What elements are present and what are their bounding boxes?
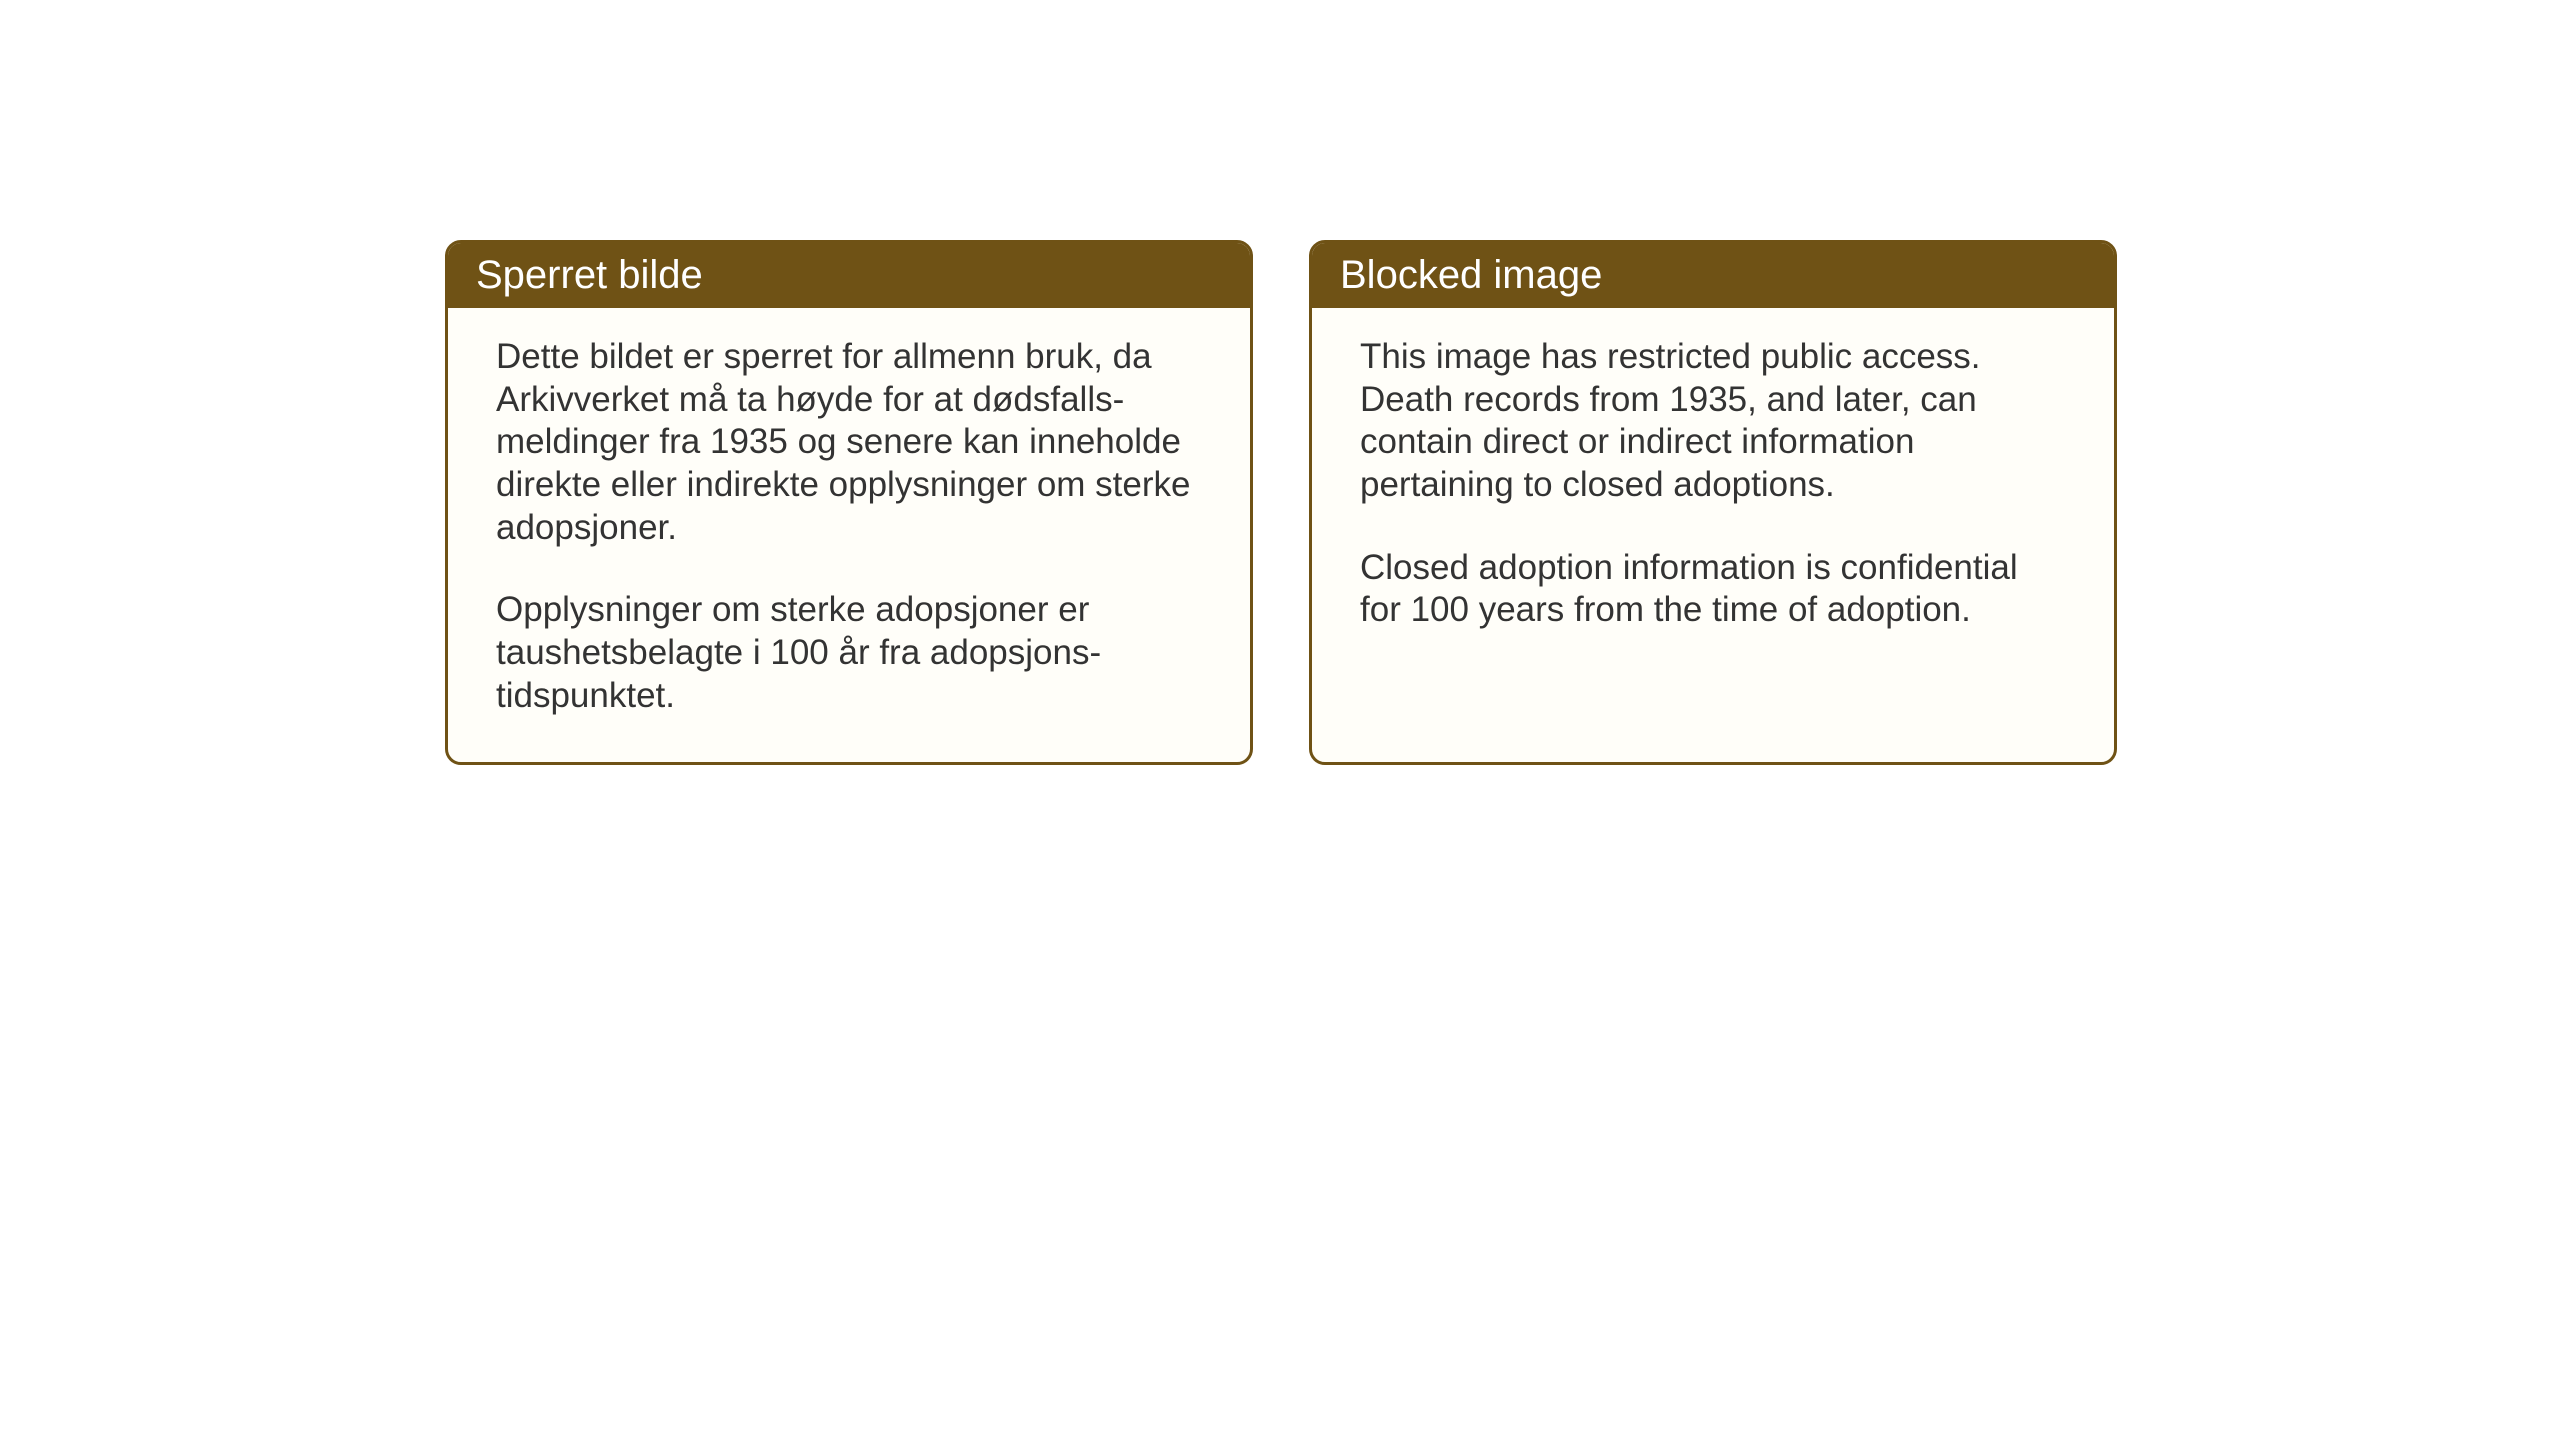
notice-paragraph: This image has restricted public access.…: [1360, 336, 2066, 507]
notice-box-english: Blocked image This image has restricted …: [1309, 240, 2117, 765]
notice-paragraph: Dette bildet er sperret for allmenn bruk…: [496, 336, 1202, 549]
notice-body-norwegian: Dette bildet er sperret for allmenn bruk…: [448, 308, 1250, 762]
notice-header-english: Blocked image: [1312, 243, 2114, 308]
notice-paragraph: Opplysninger om sterke adopsjoner er tau…: [496, 589, 1202, 717]
notice-container: Sperret bilde Dette bildet er sperret fo…: [445, 240, 2117, 765]
notice-box-norwegian: Sperret bilde Dette bildet er sperret fo…: [445, 240, 1253, 765]
notice-header-norwegian: Sperret bilde: [448, 243, 1250, 308]
notice-body-english: This image has restricted public access.…: [1312, 308, 2114, 676]
notice-paragraph: Closed adoption information is confident…: [1360, 547, 2066, 632]
